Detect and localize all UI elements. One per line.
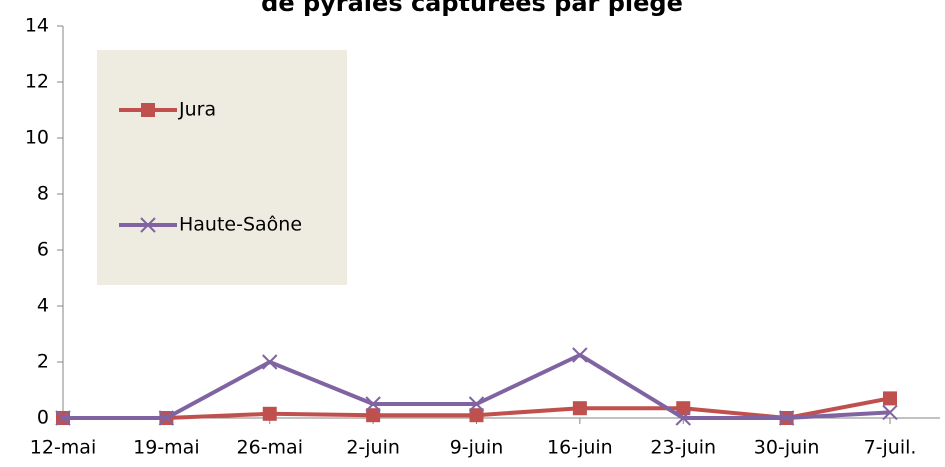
y-tick-label: 8	[37, 183, 49, 205]
data-point	[675, 410, 691, 426]
data-point	[572, 401, 587, 416]
x-tick-label: 23-juin	[650, 437, 716, 459]
y-tick-label: 2	[37, 351, 49, 373]
data-point	[262, 354, 278, 370]
data-point	[366, 408, 381, 423]
legend-marker	[140, 217, 156, 233]
y-tick-label: 14	[25, 15, 49, 37]
x-tick-label: 19-mai	[133, 437, 199, 459]
x-tick-label: 30-juin	[754, 437, 820, 459]
data-point	[778, 410, 795, 426]
x-tick-label: 26-mai	[237, 437, 303, 459]
y-tick-label: 10	[25, 127, 49, 149]
data-point	[158, 410, 175, 426]
chart-title: de pyrales capturées par piège	[261, 0, 683, 17]
data-point	[882, 404, 898, 421]
data-point	[883, 391, 897, 406]
legend-label: Haute-Saône	[179, 214, 302, 236]
data-point	[262, 406, 277, 421]
data-point	[469, 408, 484, 423]
x-tick-label: 2-juin	[346, 437, 400, 459]
x-tick-label: 12-mai	[30, 437, 96, 459]
legend-marker	[141, 103, 155, 117]
x-tick-label: 7-juil.	[864, 437, 917, 459]
y-tick-label: 4	[37, 295, 49, 317]
x-tick-label: 9-juin	[450, 437, 504, 459]
data-point	[365, 396, 381, 412]
data-point	[55, 410, 71, 426]
data-point	[468, 396, 485, 412]
y-tick-label: 12	[25, 71, 49, 93]
y-tick-label: 0	[37, 407, 49, 429]
y-tick-label: 6	[37, 239, 49, 261]
x-tick-label: 16-juin	[547, 437, 613, 459]
legend-label: Jura	[178, 99, 216, 121]
legend-box	[97, 50, 347, 285]
data-point	[676, 401, 691, 416]
data-point	[572, 347, 588, 363]
